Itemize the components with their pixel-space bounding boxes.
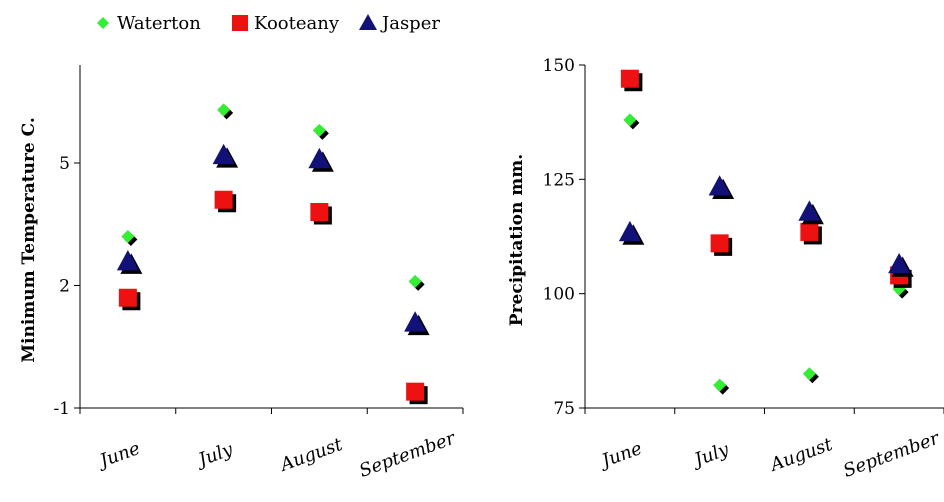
- point-kooteany-june: [118, 288, 141, 311]
- marker: [623, 113, 637, 127]
- x-tick-label: August: [766, 434, 836, 477]
- point-jasper-june: [116, 250, 143, 274]
- point-waterton-august: [312, 123, 329, 140]
- y-tick-label: 150: [543, 56, 575, 76]
- x-tick-label: July: [192, 439, 236, 472]
- diamond-icon: [97, 17, 109, 29]
- marker: [888, 252, 911, 274]
- marker: [312, 123, 326, 137]
- marker: [118, 288, 137, 307]
- marker: [802, 367, 816, 381]
- point-kooteany-july: [710, 234, 733, 256]
- legend-label: Jasper: [380, 13, 440, 34]
- legend: Waterton Kooteany Jasper: [97, 13, 440, 34]
- marker: [798, 200, 821, 221]
- x-tick-label: June: [93, 438, 143, 473]
- y-tick-label: -1: [53, 399, 70, 419]
- marker: [212, 143, 235, 165]
- legend-item-kooteany: Kooteany: [232, 13, 340, 34]
- point-jasper-june: [618, 220, 645, 245]
- point-waterton-september: [408, 274, 425, 291]
- marker: [308, 147, 331, 169]
- point-kooteany-june: [620, 69, 643, 92]
- triangle-icon: [359, 14, 377, 30]
- marker: [408, 274, 422, 288]
- marker: [404, 311, 427, 332]
- precipitation-chart: 75 100 125 150 June July August September Precip…: [507, 56, 944, 482]
- marker: [116, 250, 139, 271]
- legend-label: Kooteany: [254, 13, 340, 34]
- point-kooteany-july: [214, 190, 237, 213]
- y-tick-label: 2: [59, 277, 70, 297]
- point-jasper-august: [798, 200, 824, 225]
- point-jasper-july: [708, 175, 735, 200]
- legend-marker: [359, 14, 377, 30]
- x-tick-label: September: [841, 427, 944, 481]
- y-axis-title: Precipitation mm.: [507, 154, 527, 326]
- marker: [800, 222, 819, 241]
- point-waterton-june: [121, 230, 138, 246]
- marker: [121, 230, 135, 243]
- point-waterton-june: [623, 113, 640, 130]
- point-waterton-july: [713, 378, 730, 395]
- marker: [406, 382, 425, 401]
- y-tick-label: 125: [543, 170, 575, 190]
- x-tick-label: July: [688, 439, 732, 472]
- temperature-chart: -1 2 5 June July August September Minimum Tempe…: [19, 65, 464, 482]
- marker: [710, 234, 729, 253]
- point-kooteany-august: [310, 203, 332, 225]
- point-kooteany-september: [406, 382, 428, 405]
- y-tick-label: 5: [59, 154, 70, 174]
- x-tick-label: September: [357, 427, 460, 481]
- marker: [713, 378, 727, 392]
- y-tick-label: 100: [543, 285, 575, 305]
- legend-marker: [97, 17, 109, 29]
- marker: [620, 69, 639, 88]
- marker: [310, 203, 329, 221]
- point-jasper-september: [404, 311, 430, 336]
- marker: [708, 175, 731, 196]
- legend-item-jasper: Jasper: [359, 13, 440, 34]
- marker: [214, 190, 233, 209]
- marker: [217, 103, 231, 117]
- square-icon: [232, 15, 248, 31]
- x-tick-label: June: [595, 438, 645, 473]
- marker: [618, 220, 641, 242]
- point-kooteany-august: [800, 222, 822, 245]
- point-jasper-august: [308, 147, 334, 172]
- point-waterton-august: [802, 367, 819, 384]
- legend-marker: [232, 15, 248, 31]
- point-jasper-july: [212, 143, 239, 168]
- legend-item-waterton: Waterton: [97, 13, 201, 34]
- y-axis-title: Minimum Temperature C.: [19, 117, 39, 363]
- point-jasper-september: [888, 252, 914, 277]
- legend-label: Waterton: [117, 13, 201, 34]
- point-waterton-july: [217, 103, 234, 120]
- y-tick-label: 75: [553, 399, 575, 419]
- x-tick-label: August: [276, 434, 346, 477]
